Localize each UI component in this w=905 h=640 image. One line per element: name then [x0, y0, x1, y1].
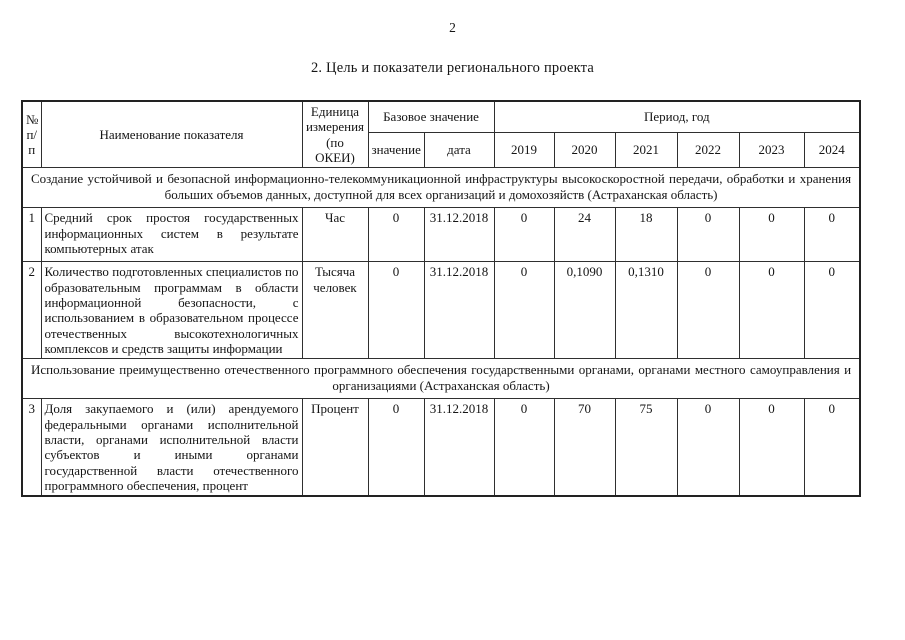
value-2021: 18 [614, 207, 678, 263]
col-header-unit: Единица измерения (по ОКЕИ) [301, 100, 369, 169]
col-header-year-2024: 2024 [803, 131, 861, 169]
base-date-cell: 31.12.2018 [423, 398, 495, 497]
col-header-year-2020: 2020 [553, 131, 616, 169]
base-value-cell: 0 [367, 398, 425, 497]
value-2022: 0 [676, 207, 740, 263]
base-date-cell: 31.12.2018 [423, 207, 495, 263]
row-num: 3 [21, 398, 42, 497]
page-number: 2 [449, 20, 456, 35]
section-title: Создание устойчивой и безопасной информа… [21, 167, 861, 209]
col-header-num: № п/п [21, 100, 42, 169]
value-2022: 0 [676, 261, 740, 360]
value-2023: 0 [738, 207, 805, 263]
base-value-cell: 0 [367, 207, 425, 263]
value-2019: 0 [493, 398, 555, 497]
col-header-year-2021: 2021 [614, 131, 678, 169]
value-2020: 70 [553, 398, 616, 497]
value-2023: 0 [738, 398, 805, 497]
value-2019: 0 [493, 261, 555, 360]
value-2020: 0,1090 [553, 261, 616, 360]
table-row: 1 Средний срок простоя государственных и… [21, 207, 861, 263]
value-2022: 0 [676, 398, 740, 497]
value-2024: 0 [803, 398, 861, 497]
col-header-base-data: дата [423, 131, 495, 169]
col-header-base-value: Базовое значение [367, 100, 495, 133]
unit-cell: Тысяча человек [301, 261, 369, 360]
value-2024: 0 [803, 207, 861, 263]
value-2023: 0 [738, 261, 805, 360]
row-num: 2 [21, 261, 42, 360]
indicator-name: Средний срок простоя государственных инф… [40, 207, 303, 263]
col-header-name: Наименование показателя [40, 100, 303, 169]
value-2024: 0 [803, 261, 861, 360]
row-num: 1 [21, 207, 42, 263]
value-2021: 0,1310 [614, 261, 678, 360]
base-date-cell: 31.12.2018 [423, 261, 495, 360]
col-header-year-2023: 2023 [738, 131, 805, 169]
base-value-cell: 0 [367, 261, 425, 360]
indicator-name: Доля закупаемого и (или) арендуемого фед… [40, 398, 303, 497]
table-header: № п/п Наименование показателя Единица из… [21, 100, 861, 169]
value-2020: 24 [553, 207, 616, 263]
col-header-base-znachenie: значение [367, 131, 425, 169]
col-header-year-2022: 2022 [676, 131, 740, 169]
section-header-row: Создание устойчивой и безопасной информа… [21, 167, 861, 209]
unit-cell: Час [301, 207, 369, 263]
value-2021: 75 [614, 398, 678, 497]
value-2019: 0 [493, 207, 555, 263]
indicators-table: № п/п Наименование показателя Единица из… [21, 100, 862, 498]
col-header-period: Период, год [493, 100, 861, 133]
section-title: Использование преимущественно отечествен… [21, 358, 861, 400]
section-header-row: Использование преимущественно отечествен… [21, 358, 861, 400]
table-row: 3 Доля закупаемого и (или) арендуемого ф… [21, 398, 861, 497]
table-row: 2 Количество подготовленных специалистов… [21, 261, 861, 360]
indicator-name: Количество подготовленных специалистов п… [40, 261, 303, 360]
page-title: 2. Цель и показатели регионального проек… [310, 60, 595, 76]
unit-cell: Процент [301, 398, 369, 497]
col-header-year-2019: 2019 [493, 131, 555, 169]
